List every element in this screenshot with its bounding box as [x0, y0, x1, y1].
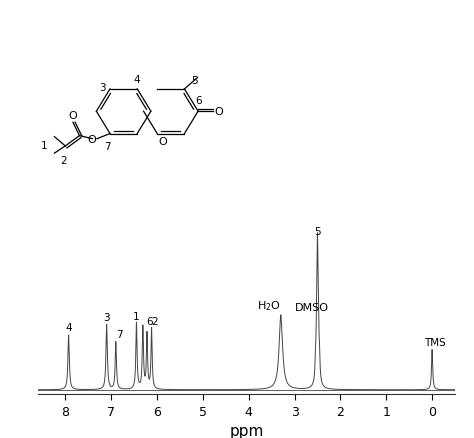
Text: O: O: [214, 107, 223, 117]
Text: 1: 1: [133, 311, 140, 321]
Text: 5: 5: [314, 226, 321, 236]
Text: 7: 7: [116, 330, 123, 339]
Text: O: O: [87, 134, 96, 145]
Text: O: O: [158, 136, 167, 146]
Text: 3: 3: [99, 83, 106, 92]
Text: 2: 2: [60, 156, 66, 166]
Text: 6: 6: [146, 317, 153, 327]
Text: 3: 3: [103, 312, 110, 322]
Text: O: O: [69, 111, 77, 121]
Text: 4: 4: [65, 322, 72, 332]
Text: TMS: TMS: [424, 337, 446, 347]
X-axis label: ppm: ppm: [229, 423, 264, 438]
Text: 2: 2: [151, 317, 158, 327]
Text: 6: 6: [195, 96, 201, 106]
Text: 7: 7: [104, 141, 111, 152]
Text: 1: 1: [41, 141, 48, 151]
Text: 5: 5: [191, 76, 198, 85]
Text: DMSO: DMSO: [295, 302, 329, 312]
Text: 4: 4: [134, 74, 141, 85]
Text: H$_2$O: H$_2$O: [257, 299, 282, 312]
